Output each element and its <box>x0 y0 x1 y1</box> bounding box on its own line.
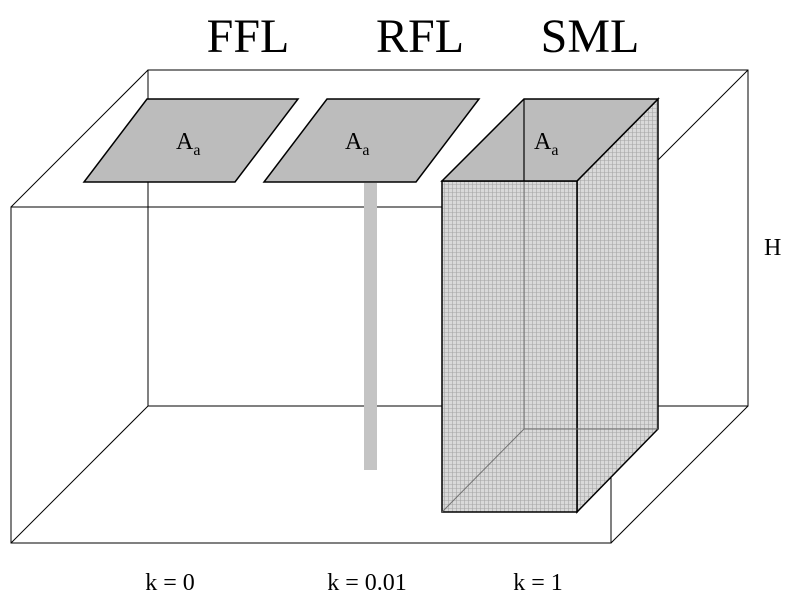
room-edge-top-left <box>10 69 149 208</box>
header-ffl: FFL <box>207 10 290 63</box>
header-sml: SML <box>541 10 640 63</box>
height-label: H <box>764 235 781 261</box>
room-edge-bottom-right <box>610 405 749 544</box>
sml-column-front <box>441 180 578 513</box>
rfl-area-label: Aa <box>345 129 369 159</box>
rfl-plate <box>262 98 481 183</box>
k-value-sml: k = 1 <box>513 570 563 596</box>
sml-column <box>440 97 660 514</box>
room-edge-bottom-left <box>10 405 149 544</box>
ffl-plate <box>82 98 300 183</box>
k-value-ffl: k = 0 <box>145 570 195 596</box>
sml-column-top <box>440 98 660 182</box>
sml-hidden-edge-diagonal <box>441 428 525 513</box>
k-value-rfl: k = 0.01 <box>327 570 407 596</box>
sml-area-label: Aa <box>534 129 558 159</box>
header-rfl: RFL <box>376 10 464 63</box>
ffl-area-label: Aa <box>176 129 200 159</box>
rfl-rod <box>364 183 377 470</box>
